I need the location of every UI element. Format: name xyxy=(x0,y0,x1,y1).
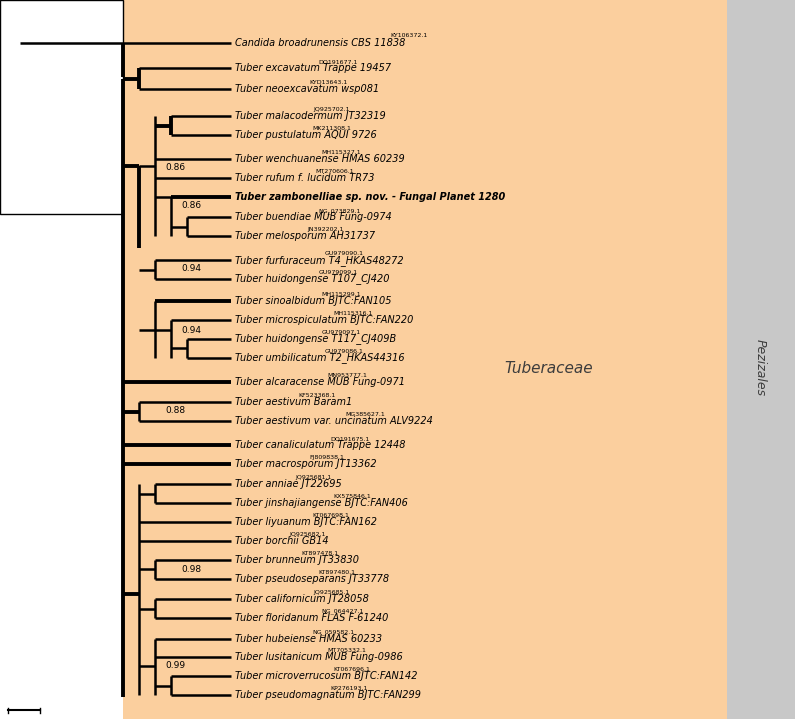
Text: DQ191677.1: DQ191677.1 xyxy=(319,60,359,65)
Text: Tuber californicum JT28058: Tuber californicum JT28058 xyxy=(235,594,369,604)
Text: MT270606.1: MT270606.1 xyxy=(316,169,355,174)
Text: Tuber excavatum Trappe 19457: Tuber excavatum Trappe 19457 xyxy=(235,63,391,73)
Text: DQ191675.1: DQ191675.1 xyxy=(331,436,370,441)
Text: Tuber liyuanum BJTC:FAN162: Tuber liyuanum BJTC:FAN162 xyxy=(235,517,378,527)
Text: Tuber pseudomagnatum BJTC:FAN299: Tuber pseudomagnatum BJTC:FAN299 xyxy=(235,690,421,700)
Text: Tuber furfuraceum T4_HKAS48272: Tuber furfuraceum T4_HKAS48272 xyxy=(235,255,404,265)
Text: Tuber malacodermum JT32319: Tuber malacodermum JT32319 xyxy=(235,111,386,122)
Text: MH115316.1: MH115316.1 xyxy=(334,311,373,316)
Text: Tuber lusitanicum MUB Fung-0986: Tuber lusitanicum MUB Fung-0986 xyxy=(235,652,403,662)
Text: 0.86: 0.86 xyxy=(181,201,201,210)
Text: KYD13643.1: KYD13643.1 xyxy=(310,80,348,85)
Text: Tuber huidongense T107_CJ420: Tuber huidongense T107_CJ420 xyxy=(235,274,390,285)
Text: KT067698.1: KT067698.1 xyxy=(312,513,350,518)
Bar xyxy=(727,0,795,719)
Text: KT067696.1: KT067696.1 xyxy=(334,667,370,672)
Text: MT705332.1: MT705332.1 xyxy=(328,649,366,654)
Text: Tuber brunneum JT33830: Tuber brunneum JT33830 xyxy=(235,555,359,565)
Text: FJ809838.1: FJ809838.1 xyxy=(310,455,345,460)
Text: Tuber aestivum Baram1: Tuber aestivum Baram1 xyxy=(235,398,352,407)
Text: Tuber aestivum var. uncinatum ALV9224: Tuber aestivum var. uncinatum ALV9224 xyxy=(235,416,433,426)
Text: Tuber anniae JT22695: Tuber anniae JT22695 xyxy=(235,480,342,490)
Text: Tuber canaliculatum Trappe 12448: Tuber canaliculatum Trappe 12448 xyxy=(235,440,405,450)
Text: Tuber microverrucosum BJTC:FAN142: Tuber microverrucosum BJTC:FAN142 xyxy=(235,672,418,681)
Text: KT897480.1: KT897480.1 xyxy=(319,569,356,574)
Text: Tuber umbilicatum T2_HKAS44316: Tuber umbilicatum T2_HKAS44316 xyxy=(235,352,405,363)
Text: Tuber macrosporum JT13362: Tuber macrosporum JT13362 xyxy=(235,459,377,469)
Text: MN953777.1: MN953777.1 xyxy=(328,372,367,377)
Text: Tuber rufum f. lucidum TR73: Tuber rufum f. lucidum TR73 xyxy=(235,173,374,183)
Text: MK211308.1: MK211308.1 xyxy=(312,127,351,132)
Text: Tuber buendiae MUB Fung-0974: Tuber buendiae MUB Fung-0974 xyxy=(235,212,392,222)
Text: MH115299.1: MH115299.1 xyxy=(322,293,362,297)
Text: KY106372.1: KY106372.1 xyxy=(390,34,428,38)
Text: GU979086.1: GU979086.1 xyxy=(324,349,363,354)
Text: Candida broadrunensis CBS 11838: Candida broadrunensis CBS 11838 xyxy=(235,38,405,47)
Text: Pezizales: Pezizales xyxy=(754,339,766,397)
Text: Tuber zambonelliae sp. nov. - Fungal Planet 1280: Tuber zambonelliae sp. nov. - Fungal Pla… xyxy=(235,192,506,202)
Text: KP276193.1: KP276193.1 xyxy=(331,686,368,691)
Text: Tuber wenchuanense HMAS 60239: Tuber wenchuanense HMAS 60239 xyxy=(235,154,405,164)
Text: KX575846.1: KX575846.1 xyxy=(334,494,371,499)
Text: Tuber huidongense T117_CJ409B: Tuber huidongense T117_CJ409B xyxy=(235,334,397,344)
Bar xyxy=(123,0,727,719)
Text: 0.86: 0.86 xyxy=(165,163,185,173)
Text: NG_073829.1: NG_073829.1 xyxy=(319,208,361,214)
Text: 0.99: 0.99 xyxy=(165,661,185,670)
Text: KT897478.1: KT897478.1 xyxy=(301,551,338,556)
Text: Tuber melosporum AH31737: Tuber melosporum AH31737 xyxy=(235,232,375,242)
Bar xyxy=(0,0,123,214)
Text: Tuber pseudoseparans JT33778: Tuber pseudoseparans JT33778 xyxy=(235,574,390,584)
Text: NG_059582.1: NG_059582.1 xyxy=(312,629,355,635)
Text: Tuber borchii GB14: Tuber borchii GB14 xyxy=(235,536,329,546)
Text: 0.94: 0.94 xyxy=(181,265,201,273)
Text: 0.98: 0.98 xyxy=(181,564,201,574)
Text: Tuber microspiculatum BJTC:FAN220: Tuber microspiculatum BJTC:FAN220 xyxy=(235,315,413,325)
Text: 0.94: 0.94 xyxy=(181,326,201,335)
Text: JQ925681.1: JQ925681.1 xyxy=(295,475,332,480)
Text: JQ925685.1: JQ925685.1 xyxy=(312,590,349,595)
Text: NG_064427.1: NG_064427.1 xyxy=(322,609,364,614)
Text: KF523368.1: KF523368.1 xyxy=(298,393,335,398)
Text: Tuber jinshajiangense BJTC:FAN406: Tuber jinshajiangense BJTC:FAN406 xyxy=(235,498,408,508)
Text: Tuber alcaracense MUB Fung-0971: Tuber alcaracense MUB Fung-0971 xyxy=(235,377,405,387)
Text: JN392202.1: JN392202.1 xyxy=(307,227,343,232)
Text: 0.88: 0.88 xyxy=(165,406,185,416)
Text: Tuber hubeiense HMAS 60233: Tuber hubeiense HMAS 60233 xyxy=(235,633,382,644)
Text: JQ925702.1: JQ925702.1 xyxy=(312,107,349,112)
Text: GU979090.1: GU979090.1 xyxy=(324,251,364,256)
Text: Tuber sinoalbidum BJTC:FAN105: Tuber sinoalbidum BJTC:FAN105 xyxy=(235,296,392,306)
Text: Tuber pustulatum AQUI 9726: Tuber pustulatum AQUI 9726 xyxy=(235,130,377,140)
Text: GU979097.1: GU979097.1 xyxy=(322,330,361,335)
Text: MG385627.1: MG385627.1 xyxy=(346,412,386,417)
Text: Tuberaceae: Tuberaceae xyxy=(504,360,593,375)
Text: MH115327.1: MH115327.1 xyxy=(322,150,362,155)
Text: GU979099.1: GU979099.1 xyxy=(319,270,358,275)
Text: JQ925682.1: JQ925682.1 xyxy=(289,532,325,537)
Text: Tuber floridanum FLAS F-61240: Tuber floridanum FLAS F-61240 xyxy=(235,613,389,623)
Text: Tuber neoexcavatum wsp081: Tuber neoexcavatum wsp081 xyxy=(235,84,379,94)
